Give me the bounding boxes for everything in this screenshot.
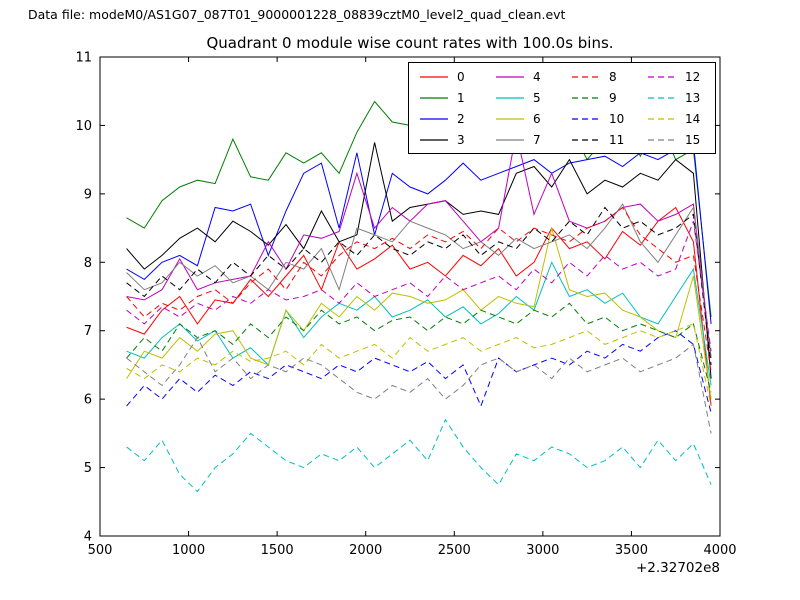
x-tick-label: 3000	[526, 543, 559, 558]
x-tick-label: 1000	[172, 543, 205, 558]
legend-line-sample	[496, 96, 524, 99]
series-line-5	[126, 261, 712, 386]
y-tick-label: 6	[84, 393, 92, 408]
legend-label: 1	[457, 90, 465, 105]
x-axis-offset-label: +2.32702e8	[635, 560, 720, 576]
legend-label: 0	[457, 69, 465, 84]
series-line-8	[126, 206, 712, 372]
legend-item-15: 15	[647, 133, 705, 147]
series-line-13	[126, 418, 712, 493]
series-line-3	[126, 142, 712, 379]
y-tick-label: 5	[84, 461, 92, 476]
legend-label: 8	[609, 69, 617, 84]
legend-line-sample	[420, 117, 448, 120]
legend-line-sample	[648, 138, 676, 141]
legend-label: 10	[609, 111, 625, 126]
legend-label: 7	[533, 132, 541, 147]
series-line-9	[126, 302, 712, 393]
y-tick-label: 9	[84, 187, 92, 202]
legend-item-13: 13	[647, 91, 705, 105]
x-tick-label: 4000	[703, 543, 736, 558]
legend-label: 11	[609, 132, 625, 147]
legend-label: 5	[533, 90, 541, 105]
x-tick-label: 1500	[261, 543, 294, 558]
axes-frame	[99, 56, 721, 537]
x-tick-label: 2000	[349, 543, 382, 558]
legend-label: 2	[457, 111, 465, 126]
chart-title: Quadrant 0 module wise count rates with …	[206, 34, 614, 52]
legend-item-1: 1	[419, 91, 477, 105]
legend-line-sample	[496, 75, 524, 78]
legend-item-14: 14	[647, 112, 705, 126]
legend-line-sample	[420, 96, 448, 99]
series-line-0	[126, 206, 712, 407]
legend-item-7: 7	[495, 133, 553, 147]
series-line-2	[126, 141, 712, 324]
data-file-label: Data file: modeM0/AS1G07_087T01_90000012…	[28, 7, 566, 22]
y-tick-label: 8	[84, 256, 92, 271]
series-line-7	[126, 203, 712, 359]
legend-item-4: 4	[495, 70, 553, 84]
x-tick-label: 500	[88, 543, 113, 558]
y-tick-label: 7	[84, 324, 92, 339]
legend-label: 6	[533, 111, 541, 126]
legend-line-sample	[648, 75, 676, 78]
series-line-10	[126, 330, 712, 413]
legend-item-6: 6	[495, 112, 553, 126]
legend-label: 15	[685, 132, 701, 147]
y-tick-label: 4	[84, 530, 92, 545]
legend: 0 1 2 3 4 5 6 7 8 9 10 11 12 13 14 15	[408, 62, 716, 154]
legend-item-11: 11	[571, 133, 629, 147]
x-tick-label: 2500	[438, 543, 471, 558]
legend-label: 13	[685, 90, 701, 105]
legend-label: 9	[609, 90, 617, 105]
legend-item-0: 0	[419, 70, 477, 84]
legend-label: 14	[685, 111, 701, 126]
legend-label: 12	[685, 69, 701, 84]
legend-item-9: 9	[571, 91, 629, 105]
legend-line-sample	[648, 117, 676, 120]
legend-label: 4	[533, 69, 541, 84]
y-tick-label: 11	[75, 51, 92, 66]
legend-line-sample	[572, 75, 600, 78]
legend-line-sample	[420, 75, 448, 78]
legend-item-3: 3	[419, 133, 477, 147]
series-line-14	[126, 323, 712, 407]
legend-line-sample	[572, 96, 600, 99]
legend-item-2: 2	[419, 112, 477, 126]
series-line-6	[126, 227, 712, 400]
y-tick-label: 10	[75, 119, 92, 134]
x-tick-label: 3500	[615, 543, 648, 558]
series-line-15	[126, 336, 712, 434]
legend-item-10: 10	[571, 112, 629, 126]
legend-item-8: 8	[571, 70, 629, 84]
legend-label: 3	[457, 132, 465, 147]
legend-line-sample	[572, 117, 600, 120]
legend-line-sample	[496, 117, 524, 120]
legend-line-sample	[572, 138, 600, 141]
legend-item-12: 12	[647, 70, 705, 84]
legend-line-sample	[496, 138, 524, 141]
legend-item-5: 5	[495, 91, 553, 105]
legend-line-sample	[648, 96, 676, 99]
legend-line-sample	[420, 138, 448, 141]
series-line-11	[126, 206, 712, 365]
series-line-12	[126, 221, 712, 352]
